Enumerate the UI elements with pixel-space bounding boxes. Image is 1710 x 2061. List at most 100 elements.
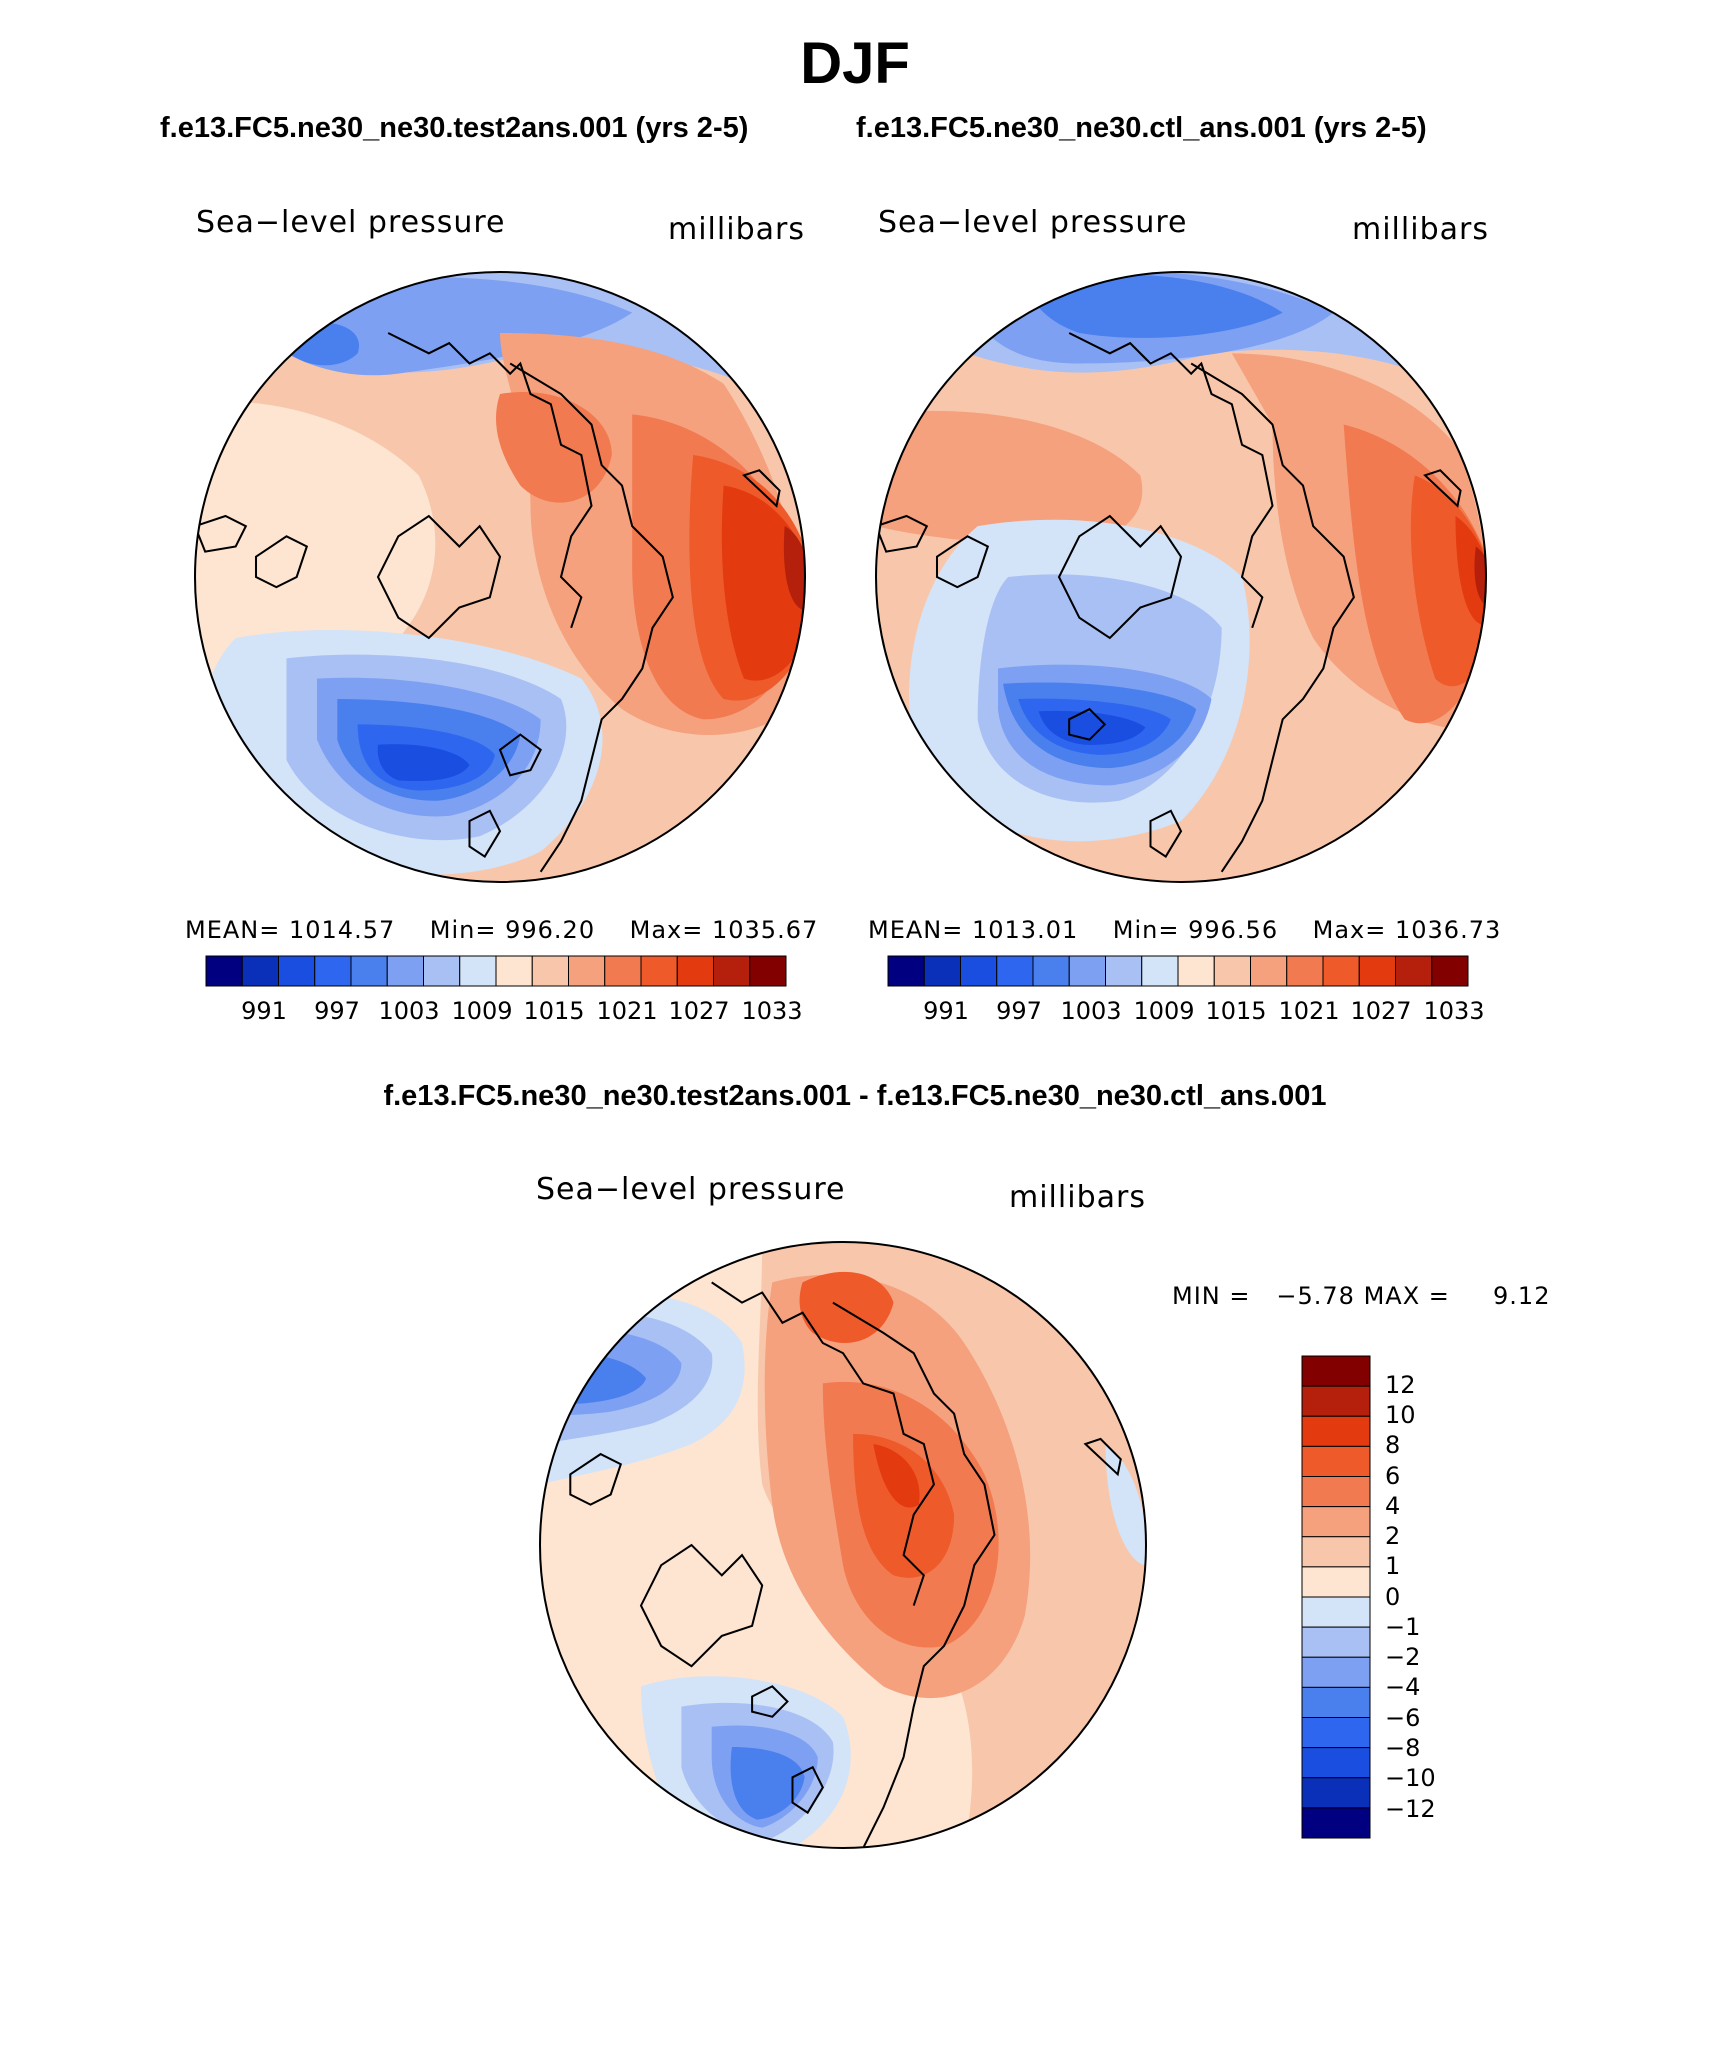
- right-stats: MEAN= 1013.01 Min= 996.56 Max= 1036.73: [868, 916, 1501, 944]
- right-panel-title: f.e13.FC5.ne30_ne30.ctl_ans.001 (yrs 2-5…: [856, 112, 1427, 144]
- right-colorbar-swatch: [1358, 955, 1396, 987]
- left-tick-label: 1015: [523, 997, 585, 1025]
- right-polar-map: [874, 270, 1488, 884]
- right-tick-label: 997: [996, 997, 1042, 1025]
- left-colorbar-swatch: [314, 955, 352, 987]
- diff-colorbar-swatch: [1301, 1686, 1371, 1719]
- right-colorbar: [887, 955, 1469, 987]
- left-stats: MEAN= 1014.57 Min= 996.20 Max= 1035.67: [185, 916, 818, 944]
- left-colorbar-swatch: [604, 955, 642, 987]
- left-colorbar-swatch: [423, 955, 461, 987]
- right-units-label: millibars: [1352, 212, 1489, 247]
- right-colorbar-swatch: [960, 955, 998, 987]
- left-min-value: 996.20: [505, 916, 596, 944]
- right-colorbar-swatch: [923, 955, 961, 987]
- diff-tick-label: −1: [1385, 1613, 1421, 1641]
- diff-tick-label: −8: [1385, 1734, 1421, 1762]
- left-units-label: millibars: [668, 212, 805, 247]
- left-colorbar-ticks: 991 997 1003 1009 1015 1021 1027 1033: [206, 997, 802, 1027]
- right-colorbar-ticks: 991 997 1003 1009 1015 1021 1027 1033: [888, 997, 1484, 1027]
- right-colorbar-swatch: [1141, 955, 1179, 987]
- left-colorbar-swatch: [676, 955, 714, 987]
- right-tick-label: 1009: [1133, 997, 1195, 1025]
- right-colorbar-swatch: [1431, 955, 1469, 987]
- diff-max-value: 9.12: [1493, 1282, 1551, 1310]
- right-colorbar-swatch: [1177, 955, 1215, 987]
- left-variable-label: Sea−level pressure: [196, 205, 506, 240]
- diff-min-label: MIN =: [1172, 1282, 1251, 1310]
- diff-tick-label: 1: [1385, 1552, 1401, 1580]
- diff-colorbar-swatch: [1301, 1476, 1371, 1508]
- left-colorbar-swatch: [495, 955, 533, 987]
- diff-min-value: −5.78: [1276, 1282, 1355, 1310]
- diff-colorbar-swatch: [1301, 1717, 1371, 1749]
- left-tick-label: 997: [314, 997, 360, 1025]
- diff-colorbar-swatch: [1301, 1747, 1371, 1779]
- right-colorbar-swatch: [1213, 955, 1251, 987]
- diff-colorbar-swatch: [1301, 1626, 1371, 1658]
- left-tick-label: 1009: [451, 997, 513, 1025]
- difference-title: f.e13.FC5.ne30_ne30.test2ans.001 - f.e13…: [383, 1080, 1327, 1112]
- left-tick-label: 1021: [596, 997, 658, 1025]
- diff-tick-label: −12: [1385, 1795, 1436, 1823]
- diff-tick-label: 12: [1385, 1371, 1416, 1399]
- left-tick-label: 1003: [378, 997, 440, 1025]
- right-tick-label: 1033: [1423, 997, 1485, 1025]
- right-colorbar-swatch: [887, 955, 925, 987]
- diff-colorbar-swatch: [1301, 1415, 1371, 1447]
- left-colorbar: [205, 955, 787, 987]
- left-mean-label: MEAN=: [185, 916, 281, 944]
- diff-tick-label: −6: [1385, 1704, 1421, 1732]
- left-colorbar-swatch: [459, 955, 497, 987]
- right-colorbar-swatch: [996, 955, 1034, 987]
- diff-tick-label: 8: [1385, 1431, 1401, 1459]
- right-max-value: 1036.73: [1394, 916, 1502, 944]
- left-colorbar-swatch: [713, 955, 751, 987]
- diff-tick-label: 2: [1385, 1522, 1401, 1550]
- diff-stats: MIN = −5.78 MAX = 9.12: [1172, 1282, 1550, 1310]
- diff-tick-label: −2: [1385, 1643, 1421, 1671]
- diff-tick-label: 0: [1385, 1583, 1401, 1611]
- left-max-label: Max=: [629, 916, 704, 944]
- left-colorbar-swatch: [278, 955, 316, 987]
- figure-title: DJF: [800, 31, 910, 96]
- diff-tick-label: −10: [1385, 1764, 1436, 1792]
- right-max-label: Max=: [1312, 916, 1387, 944]
- right-colorbar-swatch: [1032, 955, 1070, 987]
- diff-colorbar-ticks: 12 10 8 6 4 2 1 0 −1 −2 −4 −6 −8 −10 −12: [1385, 1355, 1475, 1839]
- right-min-label: Min=: [1112, 916, 1180, 944]
- left-colorbar-swatch: [531, 955, 569, 987]
- diff-variable-label: Sea−level pressure: [536, 1172, 846, 1207]
- left-tick-label: 991: [241, 997, 287, 1025]
- diff-tick-label: −4: [1385, 1673, 1421, 1701]
- diff-colorbar-swatch: [1301, 1566, 1371, 1598]
- left-tick-label: 1033: [741, 997, 803, 1025]
- left-colorbar-swatch: [568, 955, 606, 987]
- right-colorbar-swatch: [1322, 955, 1360, 987]
- right-mean-label: MEAN=: [868, 916, 964, 944]
- diff-tick-label: 10: [1385, 1401, 1416, 1429]
- diff-max-label: MAX =: [1363, 1282, 1450, 1310]
- left-colorbar-swatch: [386, 955, 424, 987]
- right-colorbar-swatch: [1068, 955, 1106, 987]
- diff-colorbar-swatch: [1301, 1506, 1371, 1538]
- diff-colorbar-swatch: [1301, 1596, 1371, 1628]
- left-max-value: 1035.67: [711, 916, 819, 944]
- diff-colorbar-swatch: [1301, 1656, 1371, 1688]
- left-colorbar-swatch: [749, 955, 787, 987]
- left-tick-label: 1027: [668, 997, 730, 1025]
- diff-tick-label: 6: [1385, 1462, 1401, 1490]
- left-mean-value: 1014.57: [289, 916, 396, 944]
- diff-tick-label: 4: [1385, 1492, 1401, 1520]
- left-colorbar-swatch: [350, 955, 388, 987]
- left-panel-title: f.e13.FC5.ne30_ne30.test2ans.001 (yrs 2-…: [160, 112, 749, 144]
- diff-colorbar-swatch: [1301, 1536, 1371, 1568]
- right-tick-label: 1027: [1350, 997, 1412, 1025]
- difference-polar-map: [538, 1240, 1148, 1850]
- left-min-label: Min=: [429, 916, 497, 944]
- right-colorbar-swatch: [1395, 955, 1433, 987]
- right-colorbar-swatch: [1286, 955, 1324, 987]
- diff-colorbar-swatch: [1301, 1355, 1371, 1387]
- diff-colorbar-swatch: [1301, 1777, 1371, 1809]
- right-variable-label: Sea−level pressure: [878, 205, 1188, 240]
